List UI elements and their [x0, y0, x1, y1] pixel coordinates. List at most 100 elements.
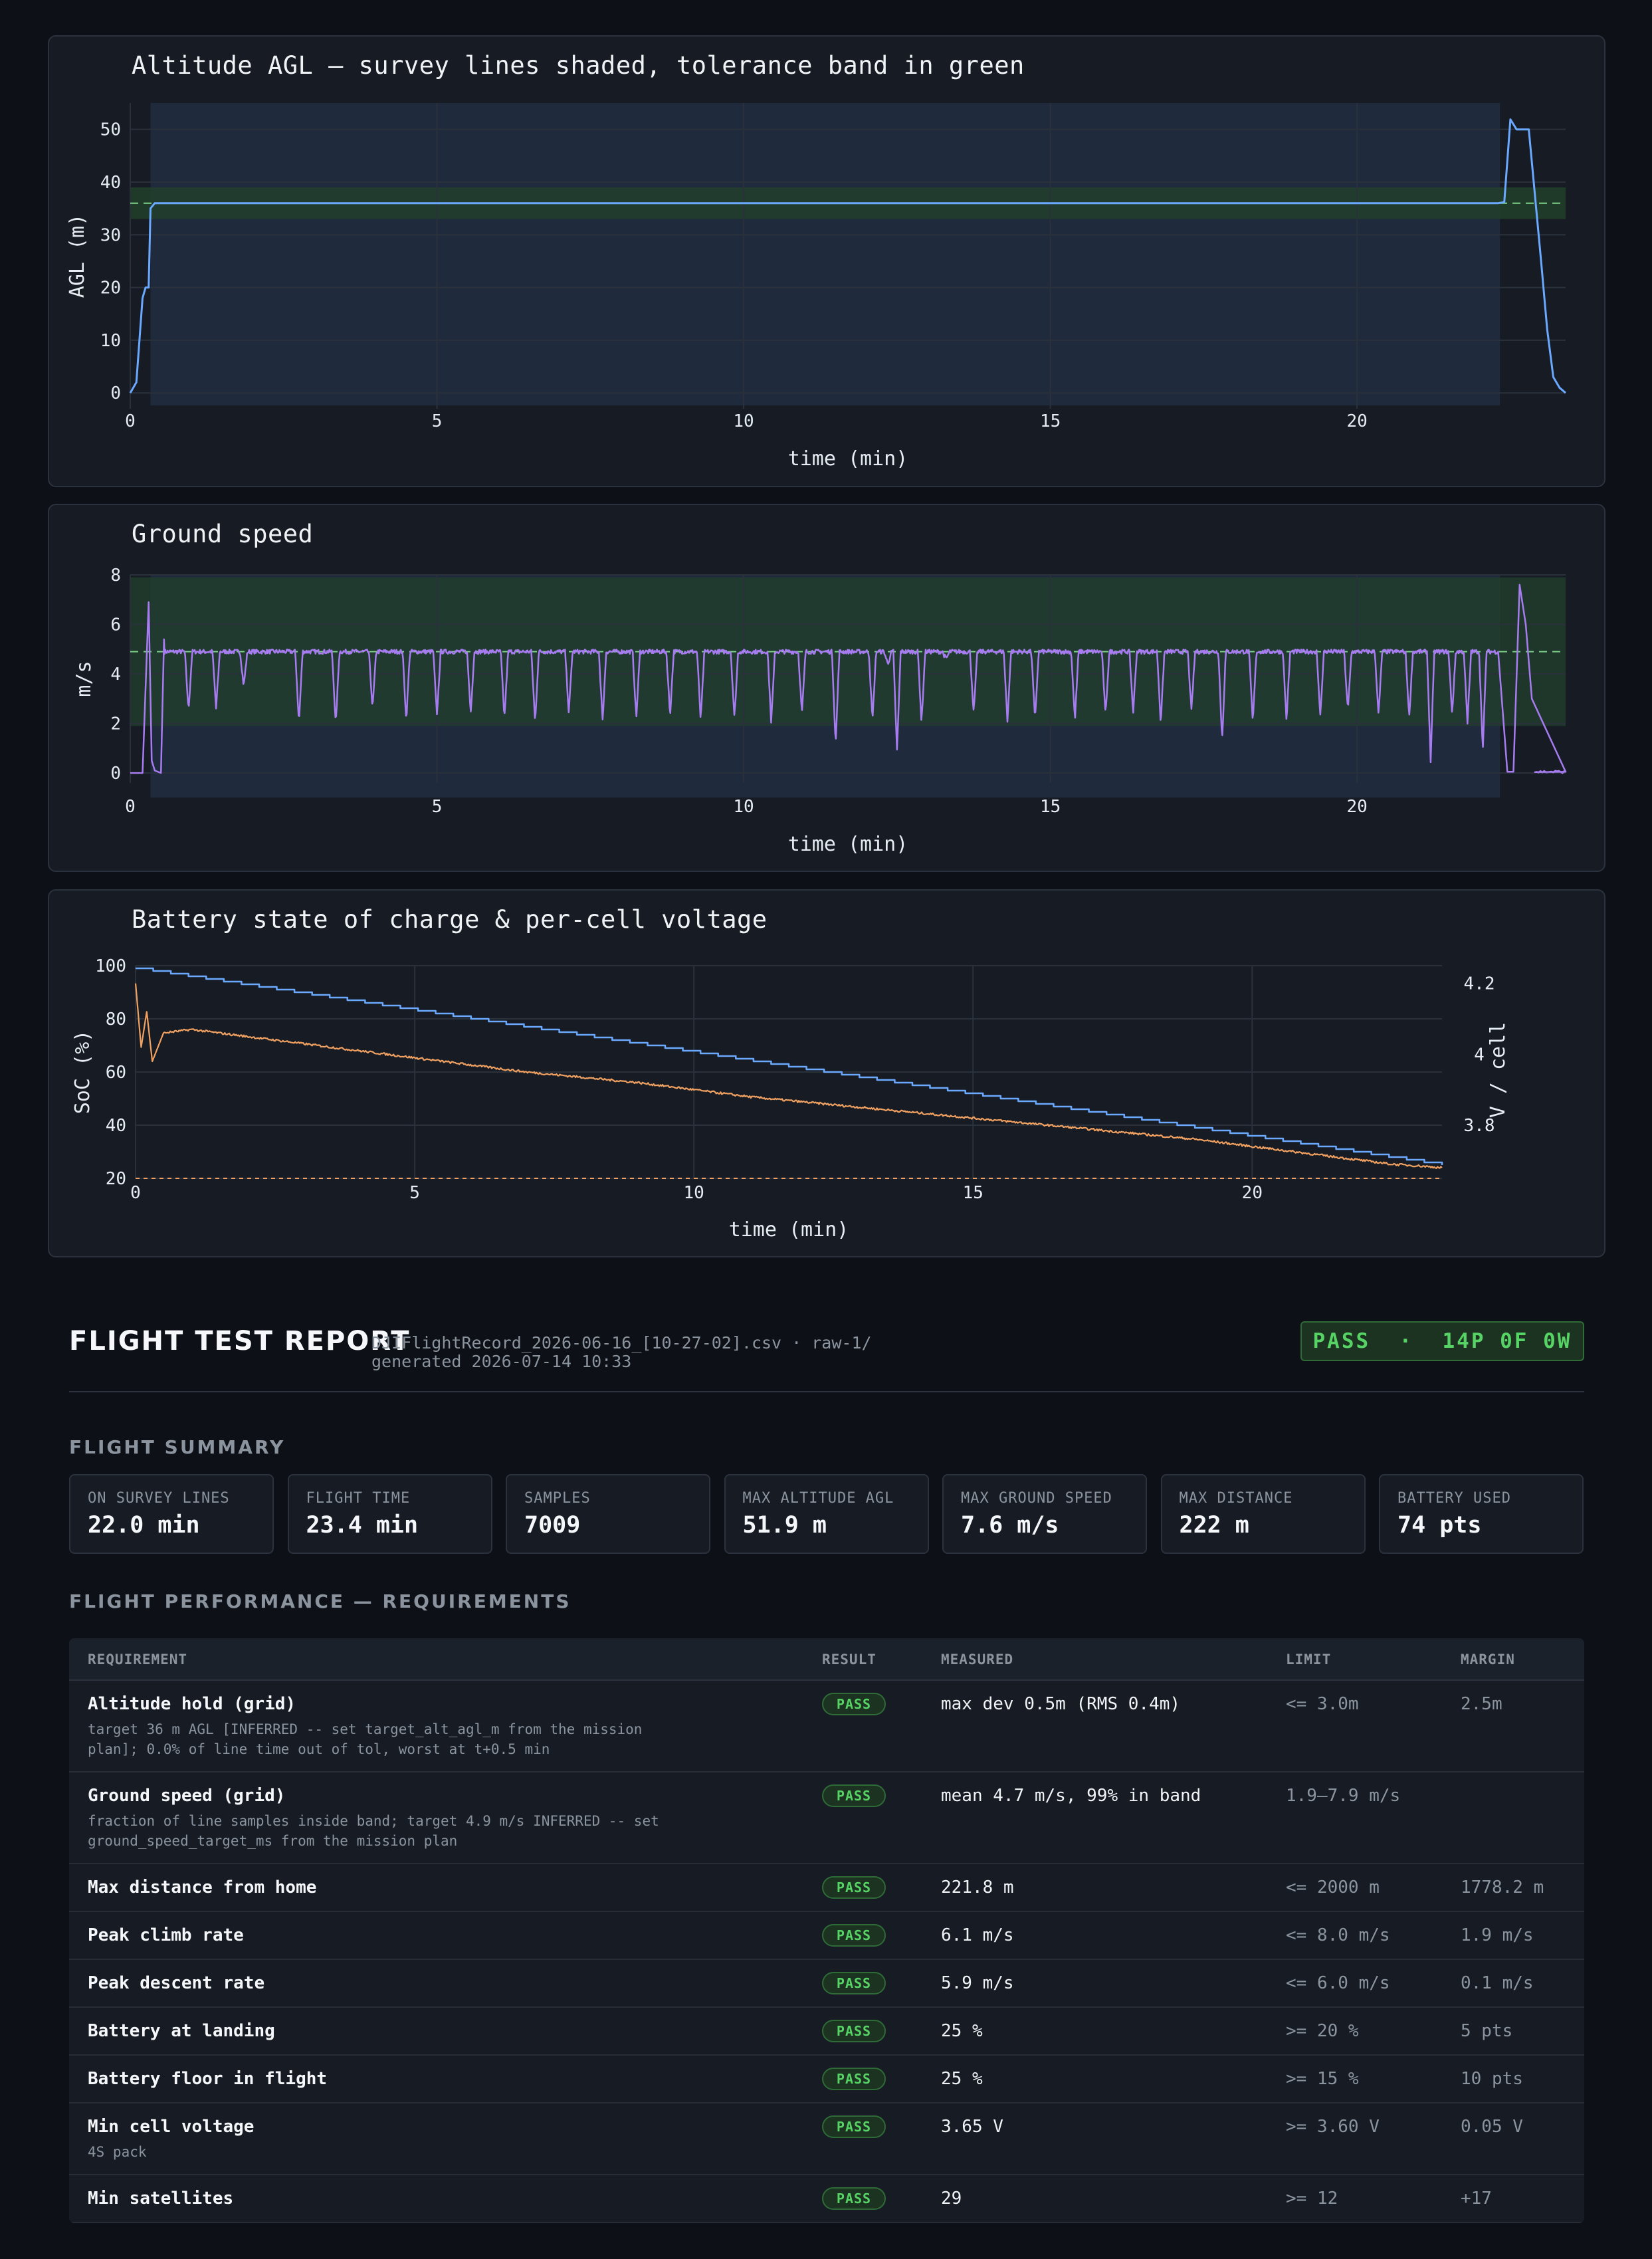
- speed-chart-title: Ground speed: [132, 520, 314, 548]
- x-tick-label: 20: [1346, 797, 1367, 817]
- result-badge: PASS: [822, 2115, 886, 2138]
- x-tick-label: 10: [733, 411, 754, 431]
- table-header: REQUIREMENT RESULT MEASURED LIMIT MARGIN: [69, 1638, 1584, 1681]
- summary-card-value: 23.4 min: [306, 1512, 419, 1539]
- limit-value: >= 3.60 V: [1286, 2117, 1380, 2137]
- x-axis-label: time (min): [788, 833, 908, 856]
- measured-value: mean 4.7 m/s, 99% in band: [941, 1786, 1201, 1806]
- y-tick-label: 4: [110, 665, 121, 685]
- x-tick-label: 5: [432, 797, 443, 817]
- summary-card-value: 222 m: [1179, 1512, 1249, 1539]
- y2-tick-label: 4.2: [1464, 974, 1495, 994]
- survey-line-shading: [150, 103, 1500, 405]
- result-badge: PASS: [822, 2187, 886, 2210]
- margin-value: +17: [1461, 2189, 1492, 2208]
- margin-value: 0.1 m/s: [1461, 1973, 1534, 1993]
- x-tick-label: 15: [1040, 411, 1061, 431]
- measured-value: 25 %: [941, 2069, 983, 2089]
- y-tick-label: 60: [106, 1063, 126, 1083]
- altitude-chart-title: Altitude AGL — survey lines shaded, tole…: [132, 51, 1025, 80]
- col-margin: MARGIN: [1461, 1652, 1515, 1667]
- requirement-name: Max distance from home: [88, 1878, 317, 1897]
- summary-card-label: SAMPLES: [524, 1490, 591, 1507]
- table-row: Min cell voltage 4S pack PASS 3.65 V >= 3.60…: [69, 2103, 1584, 2175]
- summary-card: FLIGHT TIME 23.4 min: [287, 1474, 492, 1554]
- col-measured: MEASURED: [941, 1652, 1014, 1667]
- col-limit: LIMIT: [1286, 1652, 1332, 1667]
- result-badge: PASS: [822, 1784, 886, 1807]
- summary-card-label: MAX DISTANCE: [1179, 1490, 1293, 1507]
- performance-section-title: FLIGHT PERFORMANCE — REQUIREMENTS: [69, 1590, 571, 1612]
- requirement-note: 4S pack: [88, 2144, 147, 2160]
- y-tick-label: 50: [100, 120, 121, 140]
- table-row: Peak descent rate PASS 5.9 m/s <= 6.0 m/s 0.…: [69, 1960, 1584, 2008]
- y-tick-label: 40: [100, 173, 121, 193]
- result-badge: PASS: [822, 1924, 886, 1947]
- y-tick-label: 0: [110, 383, 121, 403]
- limit-value: <= 3.0m: [1286, 1694, 1359, 1714]
- x-tick-label: 0: [125, 797, 136, 817]
- margin-value: 1778.2 m: [1461, 1878, 1544, 1897]
- requirement-name: Peak climb rate: [88, 1925, 244, 1945]
- limit-value: <= 8.0 m/s: [1286, 1925, 1390, 1945]
- y2-axis-label: V / cell: [1487, 1022, 1510, 1119]
- summary-card: MAX GROUND SPEED 7.6 m/s: [942, 1474, 1147, 1554]
- margin-value: 1.9 m/s: [1461, 1925, 1534, 1945]
- limit-value: >= 15 %: [1286, 2069, 1359, 2089]
- measured-value: 6.1 m/s: [941, 1925, 1014, 1945]
- summary-cards: ON SURVEY LINES 22.0 min FLIGHT TIME 23.4 m…: [69, 1474, 1584, 1554]
- y-axis-label: SoC (%): [71, 1030, 94, 1114]
- result-badge: PASS: [822, 1876, 886, 1899]
- summary-card: SAMPLES 7009: [506, 1474, 710, 1554]
- summary-card-value: 74 pts: [1397, 1512, 1482, 1539]
- altitude-chart-panel: Altitude AGL — survey lines shaded, tole…: [48, 35, 1605, 487]
- margin-value: 10 pts: [1461, 2069, 1523, 2089]
- x-tick-label: 10: [684, 1183, 704, 1203]
- summary-card-value: 7009: [524, 1512, 581, 1539]
- requirement-name: Battery at landing: [88, 2021, 275, 2041]
- y-tick-label: 40: [106, 1116, 126, 1136]
- x-tick-label: 10: [733, 797, 754, 817]
- summary-section-title: FLIGHT SUMMARY: [69, 1436, 286, 1458]
- speed-chart: 0 5 10 15 20 0 2 4 6 8 time (min) m/s: [72, 566, 1567, 856]
- col-requirement: REQUIREMENT: [88, 1652, 188, 1667]
- y-tick-label: 10: [100, 331, 121, 351]
- summary-card: ON SURVEY LINES 22.0 min: [69, 1474, 274, 1554]
- measured-value: 5.9 m/s: [941, 1973, 1014, 1993]
- battery-chart-title: Battery state of charge & per-cell volta…: [132, 905, 768, 934]
- limit-value: <= 2000 m: [1286, 1878, 1380, 1897]
- result-badge: PASS: [822, 1693, 886, 1715]
- y-tick-label: 20: [106, 1169, 126, 1189]
- table-row: Altitude hold (grid) target 36 m AGL [INF…: [69, 1681, 1584, 1773]
- y-tick-label: 30: [100, 225, 121, 245]
- altitude-chart: 0 5 10 15 20 0 10 20 30 40 50 time (min) AGL (m): [66, 103, 1566, 471]
- divider: [69, 1391, 1584, 1392]
- y-tick-label: 20: [100, 278, 121, 298]
- table-row: Battery at landing PASS 25 % >= 20 % 5 pts: [69, 2008, 1584, 2056]
- summary-card: MAX DISTANCE 222 m: [1160, 1474, 1366, 1554]
- x-tick-label: 15: [963, 1183, 983, 1203]
- report-title: FLIGHT TEST REPORT: [69, 1326, 411, 1356]
- measured-value: max dev 0.5m (RMS 0.4m): [941, 1694, 1181, 1714]
- y-axis-label: m/s: [72, 661, 96, 697]
- table-row: Min satellites PASS 29 >= 12 +17: [69, 2175, 1584, 2223]
- y-axis-label: AGL (m): [66, 214, 89, 298]
- requirement-name: Min satellites: [88, 2189, 234, 2208]
- measured-value: 29: [941, 2189, 962, 2208]
- voltage-series-line: [134, 983, 1443, 1169]
- limit-value: <= 6.0 m/s: [1286, 1973, 1390, 1993]
- summary-card-label: BATTERY USED: [1397, 1490, 1511, 1507]
- measured-value: 3.65 V: [941, 2117, 1003, 2137]
- result-badge: PASS: [822, 2020, 886, 2042]
- y-tick-label: 2: [110, 714, 121, 734]
- summary-card-value: 7.6 m/s: [961, 1512, 1059, 1539]
- requirement-name: Peak descent rate: [88, 1973, 265, 1993]
- col-result: RESULT: [822, 1652, 877, 1667]
- table-row: Ground speed (grid) fraction of line samp…: [69, 1773, 1584, 1864]
- requirement-note: target 36 m AGL [INFERRED -- set target_…: [88, 1721, 643, 1757]
- soc-series-line: [136, 967, 1443, 1165]
- limit-value: >= 12: [1286, 2189, 1338, 2208]
- y-tick-label: 80: [106, 1010, 126, 1029]
- margin-value: 5 pts: [1461, 2021, 1513, 2041]
- table-row: Battery floor in flight PASS 25 % >= 15 % 10…: [69, 2056, 1584, 2103]
